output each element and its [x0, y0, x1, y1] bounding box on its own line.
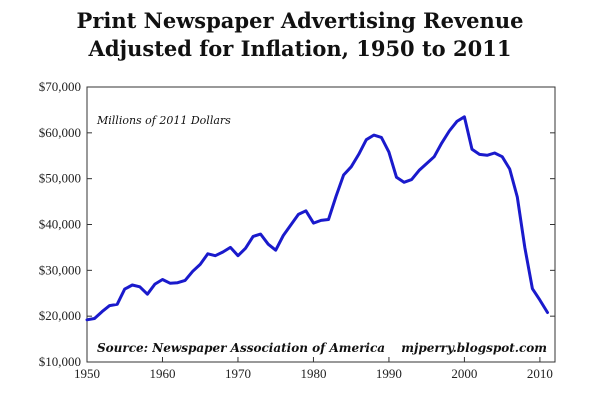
x-tick-label: 1960: [149, 366, 175, 381]
x-tick-label: 1970: [225, 366, 251, 381]
x-tick-label: 2000: [451, 366, 477, 381]
y-tick-label: $30,000: [39, 262, 81, 277]
chart-subtitle: Adjusted for Inflation, 1950 to 2011: [88, 36, 512, 61]
y-tick-label: $70,000: [39, 79, 81, 94]
plot-area: [86, 86, 556, 363]
x-tick-label: 2010: [527, 366, 553, 381]
series-line: [85, 115, 549, 322]
chart-title: Print Newspaper Advertising Revenue: [76, 8, 524, 33]
credit-note: mjperry.blogspot.com: [401, 341, 547, 355]
y-tick-label: $60,000: [39, 125, 81, 140]
y-tick-label: $50,000: [39, 171, 81, 186]
x-tick-label: 1950: [74, 366, 100, 381]
unit-note: Millions of 2011 Dollars: [96, 114, 231, 127]
x-tick-label: 1990: [376, 366, 402, 381]
x-tick-label: 1980: [300, 366, 326, 381]
y-tick-label: $20,000: [39, 308, 81, 323]
y-tick-label: $40,000: [39, 217, 81, 232]
y-tick-label: $10,000: [39, 354, 81, 369]
source-note: Source: Newspaper Association of America: [97, 341, 385, 355]
